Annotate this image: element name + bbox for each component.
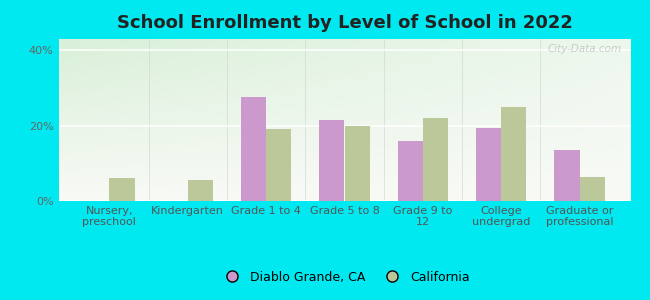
Bar: [501, 107, 526, 201]
Text: City-Data.com: City-Data.com: [548, 44, 622, 54]
Bar: [398, 141, 423, 201]
Title: School Enrollment by Level of School in 2022: School Enrollment by Level of School in …: [116, 14, 573, 32]
Bar: [580, 176, 604, 201]
Legend: Diablo Grande, CA, California: Diablo Grande, CA, California: [214, 266, 474, 289]
Bar: [554, 150, 580, 201]
Bar: [476, 128, 501, 201]
Bar: [241, 98, 266, 201]
Bar: [109, 178, 135, 201]
Bar: [188, 180, 213, 201]
Bar: [344, 126, 370, 201]
Bar: [423, 118, 448, 201]
Bar: [319, 120, 344, 201]
Bar: [266, 129, 291, 201]
